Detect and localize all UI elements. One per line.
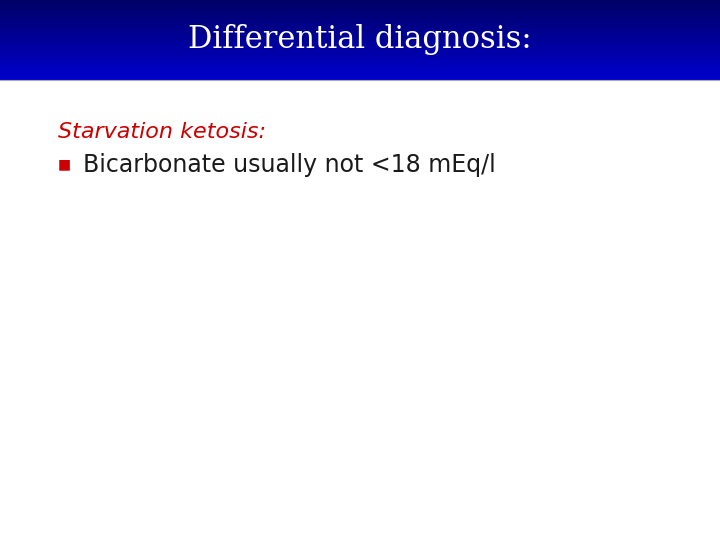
Text: Starvation ketosis:: Starvation ketosis: — [58, 122, 266, 143]
Text: Differential diagnosis:: Differential diagnosis: — [188, 24, 532, 56]
Text: ■: ■ — [58, 158, 71, 172]
Text: Bicarbonate usually not <18 mEq/l: Bicarbonate usually not <18 mEq/l — [83, 153, 495, 177]
